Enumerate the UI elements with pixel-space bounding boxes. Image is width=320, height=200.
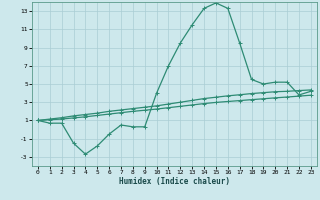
X-axis label: Humidex (Indice chaleur): Humidex (Indice chaleur) (119, 177, 230, 186)
